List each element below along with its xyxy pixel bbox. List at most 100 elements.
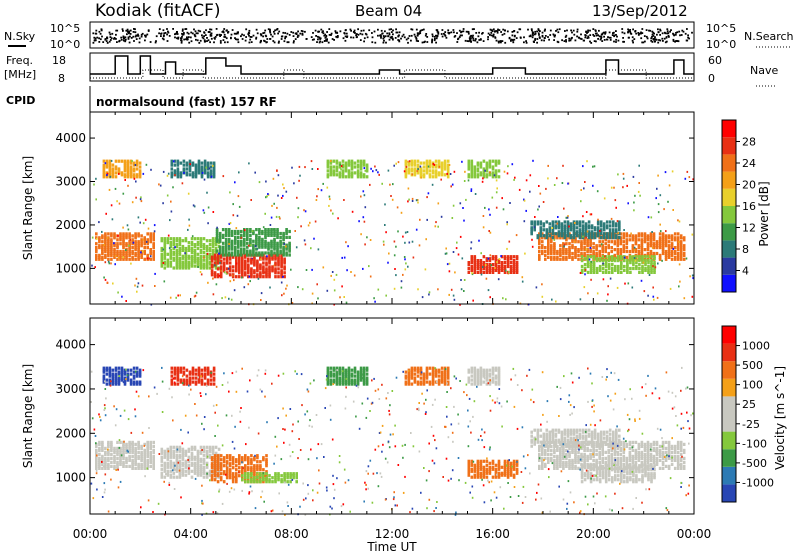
- data-region-6: [327, 160, 369, 179]
- colorbar-tick-label-4: -25: [742, 418, 760, 431]
- data-region-4: [103, 367, 142, 386]
- power-ylabel: Slant Range [km]: [21, 156, 35, 260]
- freq-label: Freq.: [6, 54, 33, 67]
- velocity-colorbar-label: Velocity [m s^-1]: [773, 366, 787, 470]
- y-tick-label-1: 2000: [55, 426, 86, 440]
- y-tick-label-0: 1000: [55, 261, 86, 275]
- colorbar-tick-label-6: 28: [742, 136, 756, 149]
- nsearch-label: N.Search: [744, 30, 794, 43]
- data-region-3: [241, 472, 298, 483]
- colorbar-tick-label-5: -100: [742, 437, 767, 450]
- colorbar-swatch-8: [722, 344, 736, 362]
- x-tick-label-2: 08:00: [274, 527, 309, 541]
- colorbar-swatch-1: [722, 467, 736, 485]
- data-region-9: [468, 460, 519, 479]
- noise-panel: N.Sky 10^5 10^0 10^5 10^0 N.Search: [4, 22, 794, 51]
- freq-panel: Freq. [MHz] 18 8 60 0 Nave: [4, 53, 778, 86]
- colorbar-swatch-0: [722, 275, 736, 292]
- data-region-6: [327, 367, 369, 386]
- data-region-7: [405, 367, 450, 386]
- x-tick-label-0: 00:00: [73, 527, 108, 541]
- colorbar-swatch-4: [722, 414, 736, 432]
- velocity-ylabel: Slant Range [km]: [21, 364, 35, 468]
- nave-tick-high: 60: [708, 54, 722, 67]
- data-region-12: [581, 255, 656, 274]
- colorbar-swatch-7: [722, 154, 736, 171]
- y-tick-label-0: 1000: [55, 471, 86, 485]
- power-y-axis: 1000 2000 3000 4000: [55, 112, 694, 304]
- nsky-tick-low: 10^0: [50, 38, 80, 51]
- freq-unit: [MHz]: [4, 68, 36, 81]
- y-tick-label-1: 2000: [55, 218, 86, 232]
- colorbar-swatch-2: [722, 240, 736, 257]
- nsky-label: N.Sky: [4, 30, 36, 43]
- colorbar-swatch-3: [722, 223, 736, 240]
- freq-tick-low: 8: [58, 72, 65, 85]
- colorbar-tick-label-0: 1000: [742, 340, 770, 353]
- data-region-0: [95, 232, 155, 261]
- x-tick-label-4: 16:00: [475, 527, 510, 541]
- x-tick-label-1: 04:00: [173, 527, 208, 541]
- colorbar-tick-label-3: 25: [742, 398, 756, 411]
- velocity-y-axis: 1000 2000 3000 4000: [55, 318, 694, 514]
- colorbar-swatch-4: [722, 206, 736, 223]
- colorbar-swatch-3: [722, 432, 736, 450]
- nsky-tick-high: 10^5: [50, 22, 80, 35]
- colorbar-swatch-5: [722, 189, 736, 206]
- freq-tick-high: 18: [52, 54, 66, 67]
- colorbar-tick-label-2: 100: [742, 379, 763, 392]
- data-region-12: [581, 464, 656, 483]
- cpid-text: normalsound (fast) 157 RF: [96, 95, 277, 109]
- nsearch-tick-low: 10^0: [706, 38, 736, 51]
- colorbar-swatch-5: [722, 396, 736, 414]
- colorbar-swatch-9: [722, 120, 736, 137]
- data-region-3: [216, 228, 291, 257]
- x-tick-label-3: 12:00: [375, 527, 410, 541]
- data-region-5: [171, 160, 216, 179]
- x-tick-label-6: 00:00: [677, 527, 712, 541]
- nave-label: Nave: [750, 64, 778, 77]
- date-label: 13/Sep/2012: [592, 2, 688, 20]
- cpid-label: CPID: [6, 94, 35, 107]
- nave-tick-low: 0: [708, 72, 715, 85]
- velocity-data: [90, 367, 693, 516]
- radar-title: Kodiak (fitACF): [95, 1, 221, 21]
- colorbar-swatch-8: [722, 137, 736, 154]
- colorbar-swatch-2: [722, 449, 736, 467]
- freq-trace: [90, 56, 694, 74]
- y-tick-label-2: 3000: [55, 382, 86, 396]
- beam-label: Beam 04: [355, 2, 422, 20]
- colorbar-tick-label-7: -1000: [742, 476, 774, 489]
- data-region-7: [405, 160, 450, 179]
- y-tick-label-2: 3000: [55, 175, 86, 189]
- time-axis-label: Time UT: [366, 540, 417, 554]
- colorbar-tick-label-4: 20: [742, 179, 756, 192]
- time-axis: 00:00 04:00 08:00 12:00 16:00 20:00 00:00: [73, 527, 712, 541]
- colorbar-tick-label-0: 4: [742, 265, 749, 278]
- y-tick-label-3: 4000: [55, 338, 86, 352]
- nsearch-tick-high: 10^5: [706, 22, 736, 35]
- colorbar-tick-label-5: 24: [742, 157, 756, 170]
- data-region-8: [468, 160, 501, 179]
- colorbar-tick-label-3: 16: [742, 200, 756, 213]
- colorbar-swatch-6: [722, 172, 736, 189]
- colorbar-tick-label-1: 8: [742, 243, 749, 256]
- colorbar-swatch-6: [722, 379, 736, 397]
- colorbar-swatch-1: [722, 258, 736, 275]
- power-data: [91, 160, 694, 306]
- data-region-4: [103, 160, 142, 179]
- data-region-8: [468, 367, 501, 386]
- y-tick-label-3: 4000: [55, 131, 86, 145]
- colorbar-tick-label-6: -500: [742, 457, 767, 470]
- power-colorbar-label: Power [dB]: [757, 181, 771, 246]
- x-tick-label-5: 20:00: [576, 527, 611, 541]
- data-region-5: [171, 367, 216, 386]
- colorbar-swatch-0: [722, 484, 736, 502]
- colorbar-swatch-7: [722, 361, 736, 379]
- noise-trace: [92, 28, 692, 44]
- colorbar-swatch-9: [722, 326, 736, 344]
